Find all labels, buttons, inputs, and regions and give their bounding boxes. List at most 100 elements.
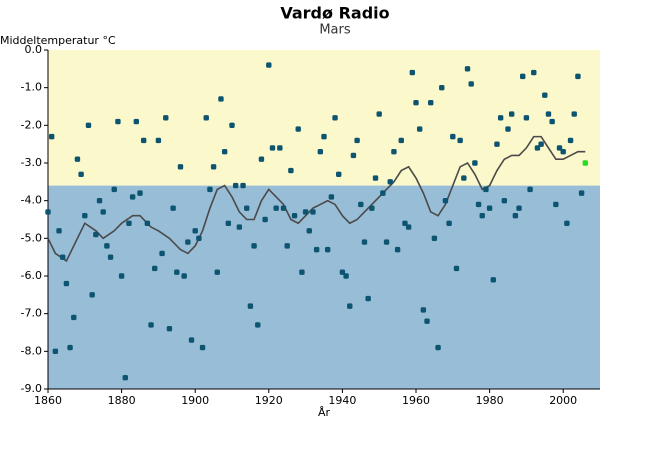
data-point bbox=[133, 118, 140, 125]
data-point bbox=[409, 69, 416, 76]
data-point bbox=[486, 205, 493, 211]
data-point bbox=[442, 197, 449, 204]
data-point bbox=[556, 145, 563, 151]
data-point bbox=[247, 303, 254, 309]
data-point bbox=[185, 239, 191, 245]
data-point bbox=[96, 197, 103, 204]
data-point bbox=[553, 201, 559, 208]
data-point bbox=[516, 205, 522, 211]
plot-background bbox=[48, 50, 600, 389]
data-point bbox=[129, 194, 136, 200]
data-point bbox=[155, 137, 162, 144]
data-point bbox=[118, 273, 125, 279]
y-tick-label: 0.0 bbox=[25, 43, 43, 56]
data-point bbox=[567, 137, 574, 144]
data-point bbox=[420, 307, 427, 313]
data-point bbox=[199, 344, 206, 351]
below-reference-area bbox=[48, 185, 600, 389]
data-point bbox=[288, 167, 294, 174]
data-point bbox=[137, 190, 143, 196]
data-point bbox=[291, 213, 298, 219]
data-point bbox=[78, 171, 84, 177]
y-tick-label: -5.0 bbox=[21, 231, 42, 244]
data-point bbox=[104, 243, 110, 249]
data-point bbox=[302, 209, 309, 215]
data-point bbox=[280, 205, 287, 211]
data-point bbox=[115, 118, 121, 125]
x-tick-label: 1900 bbox=[181, 394, 209, 407]
data-point bbox=[262, 216, 268, 223]
x-tick-label: 1980 bbox=[476, 394, 504, 407]
data-point bbox=[295, 126, 301, 132]
data-point bbox=[494, 141, 500, 147]
data-point bbox=[251, 243, 257, 249]
data-point bbox=[508, 111, 515, 117]
smoothed-line bbox=[47, 135, 586, 263]
data-point bbox=[380, 190, 386, 196]
plot-layer: 0.0-1.0-2.0-3.0-4.0-5.0-6.0-7.0-8.0-9.01… bbox=[21, 43, 600, 407]
data-point bbox=[93, 231, 99, 238]
data-point bbox=[306, 228, 312, 234]
data-point bbox=[144, 220, 151, 226]
y-tick-label: -1.0 bbox=[21, 81, 42, 94]
data-point bbox=[52, 348, 59, 355]
x-axis-label: År bbox=[318, 406, 331, 419]
data-point bbox=[203, 115, 209, 121]
data-point bbox=[210, 164, 217, 170]
data-point bbox=[192, 228, 198, 234]
data-point bbox=[225, 220, 232, 226]
data-point bbox=[166, 326, 173, 332]
data-point bbox=[45, 209, 51, 215]
data-point bbox=[85, 122, 92, 129]
data-point bbox=[56, 228, 62, 234]
data-point bbox=[273, 205, 279, 211]
data-point bbox=[48, 133, 55, 140]
data-point bbox=[365, 295, 371, 302]
data-point bbox=[317, 149, 324, 155]
data-point bbox=[428, 100, 434, 106]
data-point bbox=[232, 182, 239, 189]
data-point bbox=[299, 269, 305, 275]
data-point bbox=[387, 179, 393, 185]
data-point bbox=[527, 186, 533, 193]
data-point bbox=[435, 344, 441, 351]
data-point bbox=[405, 224, 412, 230]
data-point bbox=[354, 137, 360, 144]
data-point bbox=[575, 73, 581, 80]
data-point bbox=[196, 235, 202, 242]
data-point bbox=[343, 273, 349, 279]
data-point bbox=[313, 246, 320, 253]
data-point bbox=[461, 175, 467, 181]
data-point bbox=[126, 220, 132, 226]
x-tick-label: 1860 bbox=[34, 394, 62, 407]
y-tick-label: -9.0 bbox=[21, 382, 42, 395]
data-point bbox=[332, 115, 338, 121]
above-reference-area bbox=[48, 50, 600, 186]
x-tick-label: 1920 bbox=[255, 394, 283, 407]
chart-subtitle: Mars bbox=[319, 23, 351, 38]
data-point bbox=[60, 254, 66, 260]
data-point bbox=[240, 182, 246, 189]
x-tick-label: 1960 bbox=[402, 394, 430, 407]
data-point bbox=[446, 220, 452, 226]
data-point bbox=[277, 145, 283, 151]
data-point bbox=[63, 280, 70, 287]
data-point bbox=[358, 201, 364, 208]
data-point bbox=[520, 73, 526, 80]
y-tick-label: -3.0 bbox=[21, 156, 42, 169]
data-point bbox=[542, 92, 548, 98]
data-point bbox=[100, 209, 106, 215]
data-point bbox=[475, 201, 482, 208]
chart-title: Vardø Radio bbox=[280, 4, 389, 23]
data-point bbox=[523, 115, 530, 121]
data-point bbox=[177, 164, 184, 170]
data-point bbox=[549, 118, 555, 125]
data-point bbox=[321, 133, 327, 140]
data-point bbox=[501, 197, 508, 204]
data-point bbox=[328, 194, 335, 200]
data-point bbox=[140, 137, 147, 144]
data-point bbox=[174, 269, 180, 275]
y-tick-label: -8.0 bbox=[21, 344, 42, 357]
data-point bbox=[560, 149, 566, 155]
data-point bbox=[472, 160, 478, 166]
